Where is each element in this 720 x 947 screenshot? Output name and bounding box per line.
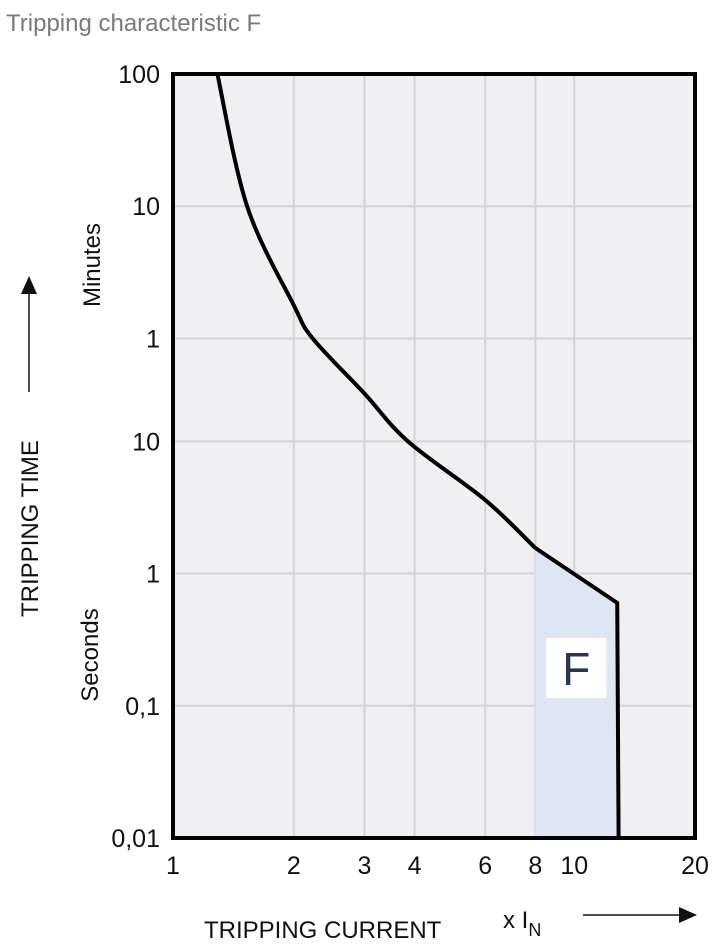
x-tick-labels: 1 2 3 4 6 8 10 20 [166,852,709,880]
plot-frame [171,72,697,840]
y-tick-labels: 100 10 1 10 1 0,1 0,01 [111,61,160,853]
x-tick-label: 3 [357,852,371,880]
x-axis-arrow-head-icon [679,907,697,923]
y-tick-label: 10 [132,193,160,221]
x-tick-label: 8 [528,852,542,880]
y-axis-arrow-head-icon [21,276,37,294]
y-tick-label: 1 [146,325,160,353]
x-axis-title: TRIPPING CURRENT [204,917,442,944]
x-tick-label: 20 [681,852,709,880]
y-tick-label: 100 [118,61,160,89]
minutes-label: Minutes [79,223,106,307]
x-tick-label: 6 [478,852,492,880]
y-tick-label: 1 [146,561,160,589]
x-tick-label: 2 [287,852,301,880]
y-tick-label: 10 [132,428,160,456]
x-unit-subscript: N [528,920,541,940]
grid [173,74,695,838]
x-unit-prefix: x I [503,907,528,934]
y-tick-label: 0,1 [125,693,160,721]
band-label-background [546,638,607,698]
x-unit-label: x IN [503,907,541,940]
y-axis-title: TRIPPING TIME [17,440,44,617]
x-tick-label: 4 [408,852,422,880]
x-tick-label: 1 [166,852,180,880]
x-tick-label: 10 [560,852,588,880]
band-label: F [562,643,590,695]
thermal-trip-curve [215,73,537,550]
seconds-label: Seconds [77,608,104,701]
chart-title: Tripping characteristic F [6,10,262,37]
y-tick-label: 0,01 [111,825,160,853]
